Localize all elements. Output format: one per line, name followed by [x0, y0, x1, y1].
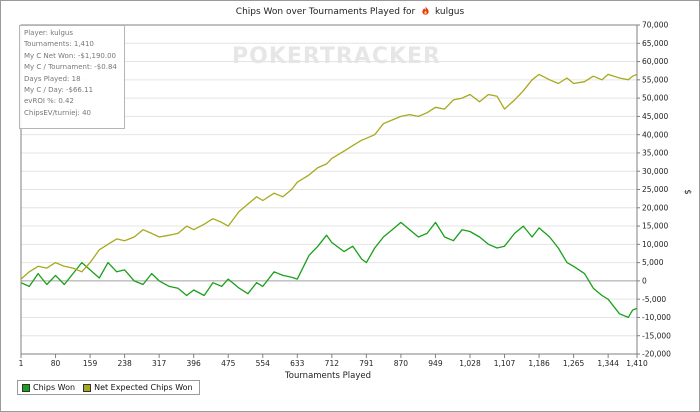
series-line-net-expected: [20, 73, 638, 280]
x-tick-label: 633: [290, 359, 305, 368]
y-tick-label: 50,000: [642, 94, 668, 103]
legend-label: Chips Won: [33, 383, 76, 392]
y-tick-label: 70,000: [642, 21, 668, 30]
stats-row: My C / Day: -$66.11: [24, 85, 94, 94]
y-tick-label: -20,000: [642, 350, 671, 359]
x-tick-label: 949: [428, 359, 443, 368]
y-tick-label: 5,000: [642, 258, 664, 267]
pokerstars-flame-icon: [422, 6, 429, 15]
x-tick-label: 1,265: [563, 359, 585, 368]
x-tick-label: 238: [117, 359, 132, 368]
y-tick-label: 55,000: [642, 75, 668, 84]
y-axis-label: $: [682, 189, 692, 194]
x-tick-label: 1,186: [528, 359, 550, 368]
x-tick-label: 712: [325, 359, 340, 368]
stats-row: Tournaments: 1,410: [24, 40, 94, 49]
x-tick-label: 1,344: [597, 359, 619, 368]
series-layer: [20, 73, 638, 319]
y-tick-label: 40,000: [642, 130, 668, 139]
x-tick-label: 1: [19, 359, 24, 368]
y-tick-label: -5,000: [642, 295, 666, 304]
x-tick-label: 554: [256, 359, 271, 368]
x-axis-ticks: 1 80 159 238 317 396 475 554 633 712 791 870 949 1,02…: [19, 354, 648, 368]
x-tick-label: 317: [152, 359, 167, 368]
legend-item: Net Expected Chips Won: [83, 383, 193, 392]
y-tick-label: 30,000: [642, 167, 668, 176]
legend: Chips Won Net Expected Chips Won: [17, 380, 200, 395]
x-tick-label: 396: [187, 359, 202, 368]
legend-item: Chips Won: [22, 383, 75, 392]
y-tick-label: 65,000: [642, 39, 668, 48]
y-tick-label: -15,000: [642, 331, 671, 340]
x-tick-label: 1,028: [459, 359, 481, 368]
stats-row: Player: kulgus: [24, 29, 73, 37]
y-tick-label: 25,000: [642, 185, 668, 194]
stats-row: My C / Tournament: -$0.84: [24, 63, 117, 72]
player-name: kulgus: [434, 7, 465, 17]
y-tick-label: 60,000: [642, 57, 668, 66]
y-tick-label: 0: [642, 276, 647, 285]
stats-box: Player: kulgus Tournaments: 1,410 My C Net…: [19, 25, 125, 129]
x-tick-label: 475: [221, 359, 236, 368]
x-tick-label: 159: [83, 359, 98, 368]
y-tick-label: 10,000: [642, 240, 668, 249]
y-tick-label: 45,000: [642, 112, 668, 121]
chart-title: Chips Won over Tournaments Played for ku…: [0, 6, 700, 17]
stats-row: ChipsEV/turniej: 40: [24, 108, 91, 117]
legend-swatch: [83, 383, 92, 392]
stats-row: Days Played: 18: [24, 74, 81, 83]
y-tick-label: 15,000: [642, 222, 668, 231]
y-tick-label: -10,000: [642, 313, 671, 322]
y-tick-label: 35,000: [642, 149, 668, 158]
legend-label: Net Expected Chips Won: [94, 383, 193, 392]
stats-row: My C Net Won: -$1,190.00: [24, 51, 116, 60]
x-tick-label: 1,107: [494, 359, 516, 368]
x-tick-label: 1,410: [626, 359, 648, 368]
y-axis-ticks: 70,000 65,000 60,000 55,000 50,000 45,000 40,0…: [637, 21, 671, 359]
x-tick-label: 870: [394, 359, 409, 368]
legend-swatch: [22, 383, 30, 392]
stats-row: evROI %: 0.42: [24, 97, 74, 106]
y-tick-label: 20,000: [642, 203, 668, 212]
series-line-chips-won: [20, 221, 638, 319]
x-axis-label: Tournaments Played: [284, 371, 371, 381]
x-tick-label: 80: [51, 359, 61, 368]
pokertracker-watermark: POKERTRACKER: [232, 44, 441, 69]
chart-title-text: Chips Won over Tournaments Played for: [235, 7, 416, 17]
x-tick-label: 791: [359, 359, 374, 368]
